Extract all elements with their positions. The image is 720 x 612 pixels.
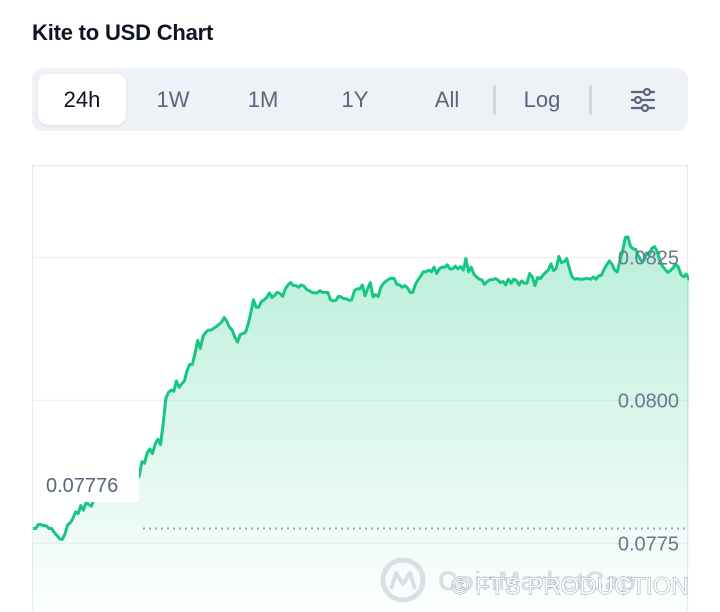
coinmarketcap-watermark: CoinMarketCap [380,557,636,603]
tabs-divider [589,85,592,115]
start-price-label: 0.07776 [46,475,118,497]
y-tick-label: 0.0775 [618,533,679,555]
chart-settings-button[interactable] [618,74,668,125]
timeframe-tabs: 24h 1W 1M 1Y All Log [32,68,688,131]
sliders-icon [630,87,656,113]
price-line [33,235,689,541]
start-price-label-bg [33,466,139,502]
price-chart[interactable]: 0.0825 0.0800 0.0775 0.07776 CoinMarketCap… [33,166,689,612]
tab-1m[interactable]: 1M [247,87,279,112]
watermark-brand: CoinMarketCap [438,566,636,596]
y-tick-label: 0.0800 [618,390,679,412]
price-chart-panel: 0.0825 0.0800 0.0775 0.07776 CoinMarketCap… [32,165,689,612]
coinmarketcap-logo-icon [380,557,426,603]
tabs-divider [493,85,496,115]
tab-24h[interactable]: 24h [38,74,126,125]
tab-1w[interactable]: 1W [156,87,190,112]
watermark-attribution: © FTS PRODUCTION [451,573,689,600]
tab-1y[interactable]: 1Y [341,87,369,112]
tab-log[interactable]: Log [523,87,561,112]
coinmarketcap-logo-mark [389,571,417,590]
price-area-fill [33,236,689,612]
chart-title: Kite to USD Chart [32,20,214,45]
tab-all[interactable]: All [434,87,460,112]
y-tick-label: 0.0825 [618,247,679,269]
